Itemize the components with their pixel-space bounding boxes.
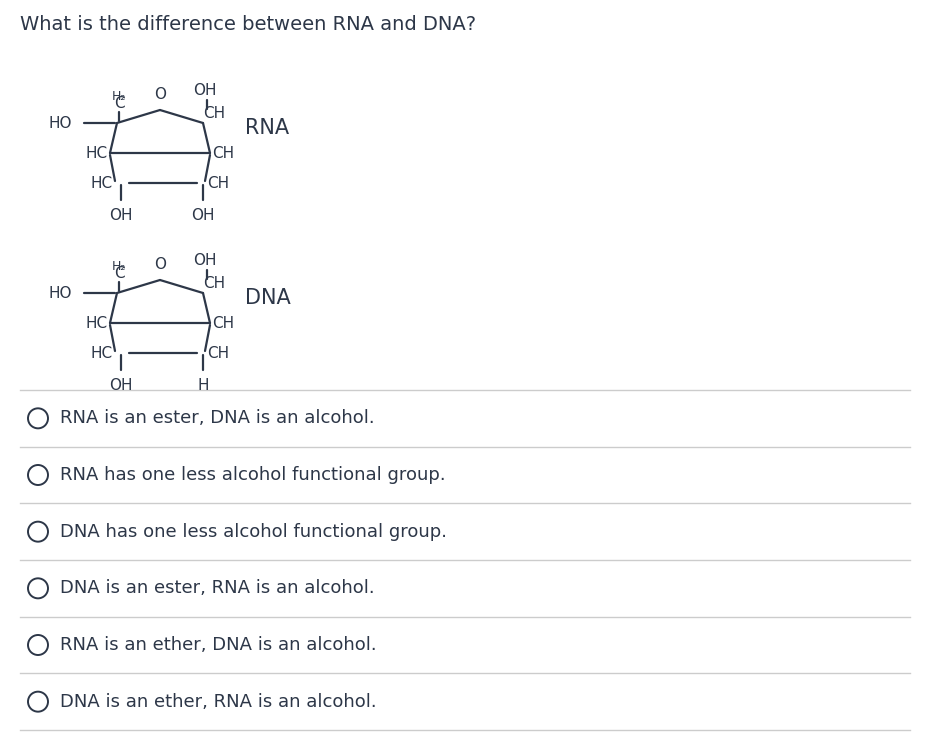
- Text: RNA is an ester, DNA is an alcohol.: RNA is an ester, DNA is an alcohol.: [60, 409, 375, 428]
- Text: HC: HC: [86, 315, 108, 331]
- Text: What is the difference between RNA and DNA?: What is the difference between RNA and D…: [20, 15, 476, 34]
- Text: C: C: [113, 266, 125, 281]
- Text: OH: OH: [109, 208, 133, 223]
- Text: O: O: [154, 87, 166, 102]
- Text: OH: OH: [193, 253, 217, 268]
- Text: CH: CH: [203, 106, 225, 121]
- Text: CH: CH: [203, 276, 225, 291]
- Text: DNA: DNA: [245, 288, 291, 308]
- Text: H₂: H₂: [112, 90, 126, 103]
- Text: CH: CH: [207, 176, 229, 191]
- Text: O: O: [154, 257, 166, 272]
- Text: DNA is an ether, RNA is an alcohol.: DNA is an ether, RNA is an alcohol.: [60, 693, 377, 711]
- Text: H: H: [197, 378, 208, 393]
- Text: DNA is an ester, RNA is an alcohol.: DNA is an ester, RNA is an alcohol.: [60, 580, 375, 597]
- Text: CH: CH: [207, 346, 229, 361]
- Text: DNA has one less alcohol functional group.: DNA has one less alcohol functional grou…: [60, 523, 447, 541]
- Text: OH: OH: [109, 378, 133, 393]
- Text: CH: CH: [212, 315, 234, 331]
- Text: HC: HC: [91, 346, 113, 361]
- Text: HO: HO: [48, 115, 72, 130]
- Text: HO: HO: [48, 285, 72, 300]
- Text: HC: HC: [91, 176, 113, 191]
- Text: OH: OH: [192, 208, 215, 223]
- Text: H₂: H₂: [112, 260, 126, 273]
- Text: HC: HC: [86, 145, 108, 160]
- Text: OH: OH: [193, 83, 217, 98]
- Text: RNA: RNA: [245, 118, 289, 138]
- Text: RNA is an ether, DNA is an alcohol.: RNA is an ether, DNA is an alcohol.: [60, 636, 377, 654]
- Text: C: C: [113, 96, 125, 111]
- Text: CH: CH: [212, 145, 234, 160]
- Text: RNA has one less alcohol functional group.: RNA has one less alcohol functional grou…: [60, 466, 445, 484]
